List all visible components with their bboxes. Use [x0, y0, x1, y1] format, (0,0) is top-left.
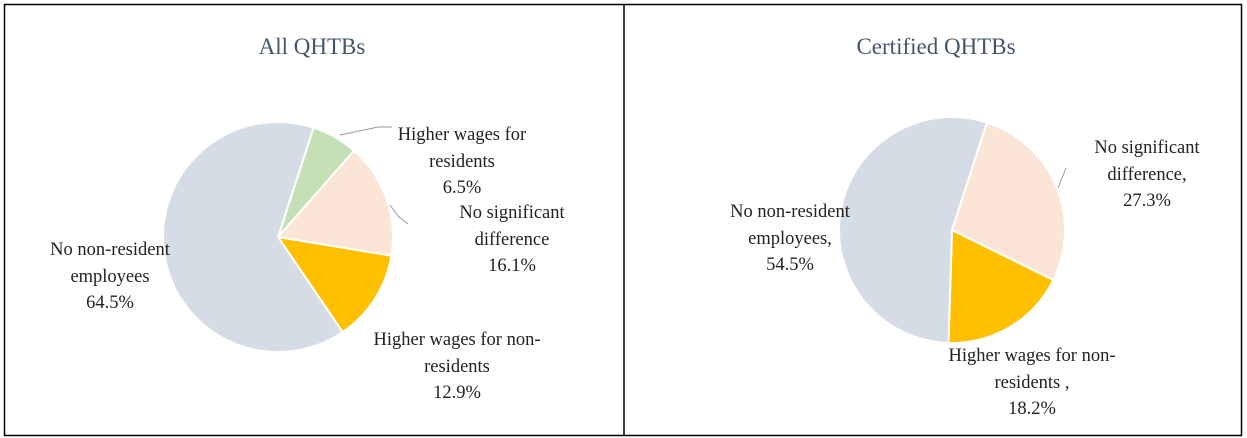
- pie-slice: [162, 121, 345, 353]
- pie-slice: [276, 149, 394, 257]
- category-label: No significant difference: [459, 203, 565, 250]
- slice-label: Higher wages for non-residents 12.9%: [367, 327, 547, 407]
- slice-label: No significant difference 16.1%: [442, 200, 582, 280]
- category-label: No significant difference,: [1094, 138, 1200, 185]
- value-label: 54.5%: [766, 255, 814, 275]
- chart-title: All QHTBs: [258, 34, 366, 59]
- category-label: No non-resident employees,: [730, 202, 850, 249]
- chart-title: Certified QHTBs: [856, 34, 1016, 59]
- slice-label: No non-resident employees, 54.5%: [710, 199, 870, 279]
- category-label: No non-resident employees: [50, 240, 170, 287]
- pie-slice: [838, 116, 989, 344]
- value-label: 16.1%: [488, 256, 536, 276]
- frame: [3, 3, 1243, 437]
- leader-line: [389, 204, 409, 225]
- value-label: 27.3%: [1123, 191, 1171, 211]
- value-label: 18.2%: [1008, 399, 1056, 419]
- category-label: Higher wages for non-residents ,: [948, 346, 1116, 393]
- pie-slice: [950, 121, 1066, 282]
- leader-line: [1057, 167, 1067, 189]
- value-label: 6.5%: [442, 178, 482, 198]
- leader-line: [339, 126, 392, 136]
- category-label: Higher wages for residents: [397, 125, 527, 172]
- category-label: Higher wages for non-residents: [373, 330, 541, 377]
- slice-label: No non-resident employees 64.5%: [30, 237, 190, 317]
- pie-slice: [275, 235, 393, 334]
- value-label: 12.9%: [433, 383, 481, 403]
- value-label: 64.5%: [86, 293, 134, 313]
- slice-label: Higher wages for residents 6.5%: [387, 122, 537, 202]
- slice-label: Higher wages for non-residents , 18.2%: [942, 343, 1122, 423]
- pie-slice: [947, 228, 1055, 344]
- slice-label: No significant difference, 27.3%: [1077, 135, 1217, 215]
